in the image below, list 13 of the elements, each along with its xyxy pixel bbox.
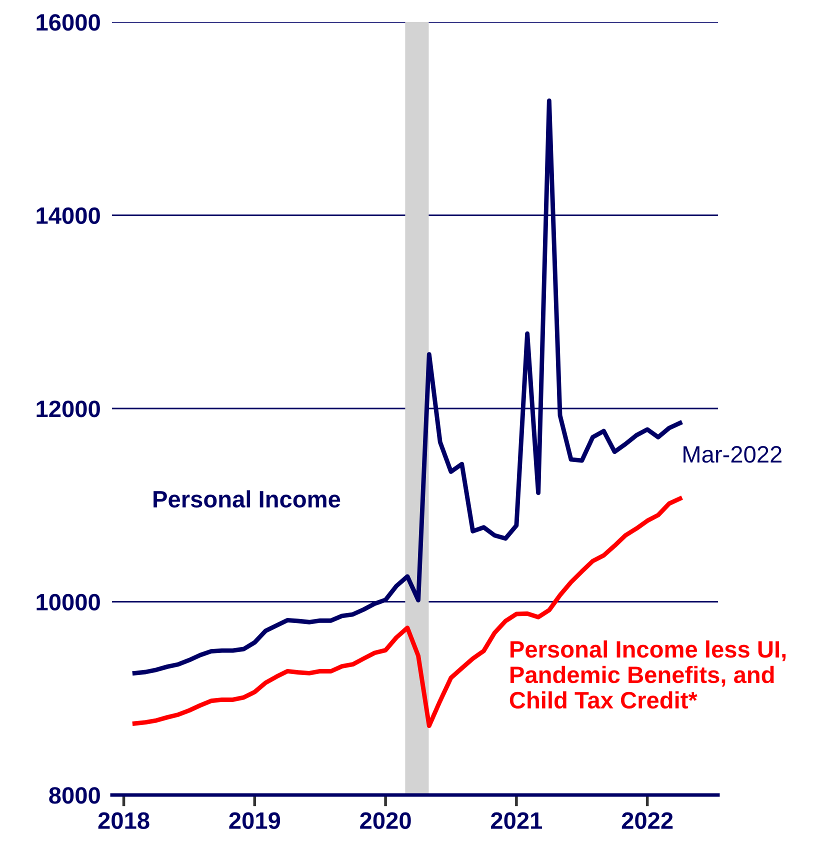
x-tick-label: 2022 xyxy=(622,812,673,830)
y-tick-label: 10000 xyxy=(36,594,100,611)
y-tick-label: 16000 xyxy=(36,14,100,31)
y-tick-label: 12000 xyxy=(36,400,100,418)
x-tick-label: 2019 xyxy=(229,812,280,830)
annotation: Mar-2022 xyxy=(684,446,782,463)
x-tick-label: 2021 xyxy=(490,812,542,830)
y-tick-label: 14000 xyxy=(36,207,100,224)
series-label: Personal Income less UI, Pandemic Benefits, and Child Tax Credit* xyxy=(510,640,786,709)
x-tick-label: 2020 xyxy=(360,812,411,830)
x-tick-label: 2018 xyxy=(98,812,150,830)
y-tick-label: 8000 xyxy=(49,787,100,804)
text: Personal Income xyxy=(154,490,340,508)
